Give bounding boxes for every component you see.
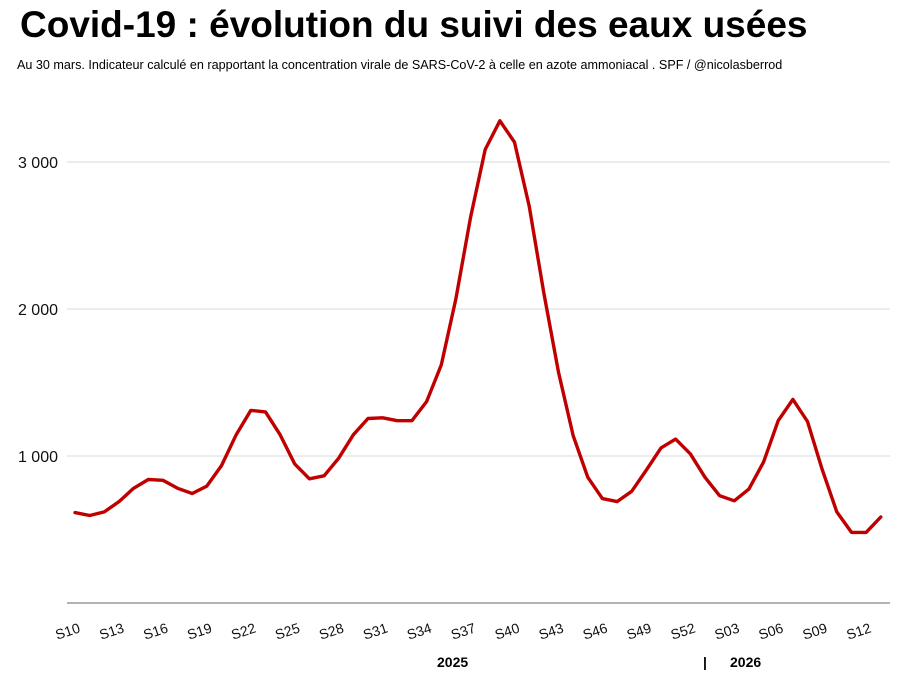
x-tick-label: S12 xyxy=(844,620,873,643)
x-tick-label: S37 xyxy=(449,620,478,643)
x-tick-label: S16 xyxy=(141,620,170,643)
x-tick-label: S40 xyxy=(493,620,522,643)
x-tick-label: S52 xyxy=(669,620,698,643)
year-separator: | xyxy=(703,654,707,670)
x-tick-label: S25 xyxy=(273,620,302,643)
x-tick-label: S22 xyxy=(229,620,258,643)
x-tick-label: S10 xyxy=(53,620,82,643)
year-label-2025: 2025 xyxy=(437,654,468,670)
y-tick-label: 1 000 xyxy=(18,449,58,466)
series-line xyxy=(73,119,883,535)
x-tick-label: S03 xyxy=(713,620,742,643)
x-tick-label: S28 xyxy=(317,620,346,643)
grid-lines xyxy=(67,161,890,457)
x-tick-label: S09 xyxy=(800,620,829,643)
x-tick-label: S13 xyxy=(97,620,126,643)
chart-subtitle: Au 30 mars. Indicateur calculé en rappor… xyxy=(17,58,783,72)
x-tick-label: S19 xyxy=(185,620,214,643)
y-axis-ticks: 1 000 2 000 3 000 xyxy=(18,155,58,466)
y-tick-label: 2 000 xyxy=(18,302,58,319)
x-tick-label: S49 xyxy=(625,620,654,643)
x-tick-label: S46 xyxy=(581,620,610,643)
x-tick-label: S06 xyxy=(756,620,785,643)
x-tick-label: S43 xyxy=(537,620,566,643)
x-tick-label: S34 xyxy=(405,620,434,643)
chart-title: Covid-19 : évolution du suivi des eaux u… xyxy=(20,4,808,45)
x-tick-label: S31 xyxy=(361,620,390,643)
year-label-2026: 2026 xyxy=(730,654,761,670)
y-tick-label: 3 000 xyxy=(18,155,58,172)
x-axis-ticks: S10 S13 S16 S19 S22 S25 S28 S31 S34 S37 S40 S43 S46 S… xyxy=(53,620,873,643)
